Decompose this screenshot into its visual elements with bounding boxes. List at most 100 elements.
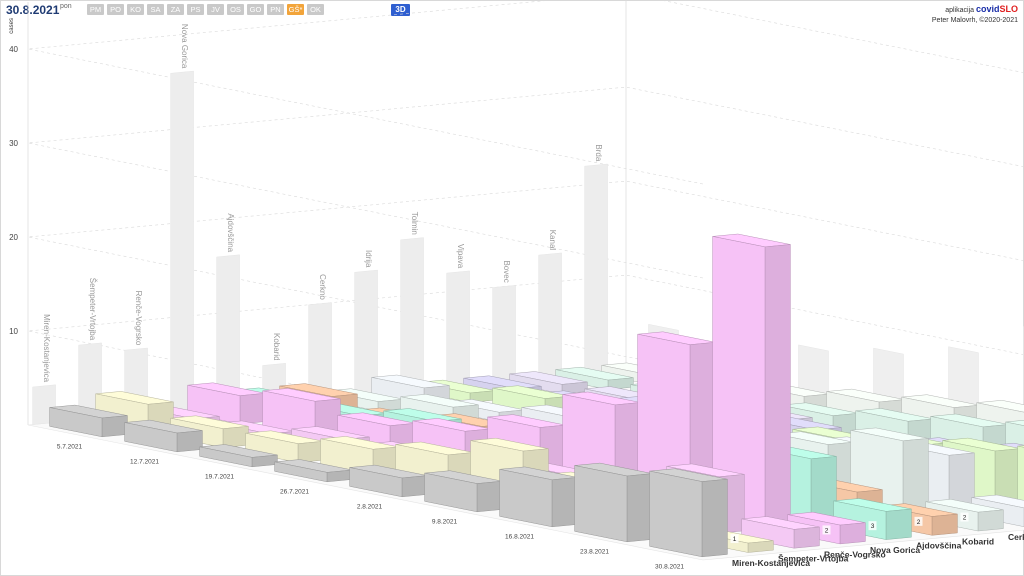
brand-block: aplikacija covidSLO Peter Malovrh, ©2020… (932, 4, 1018, 26)
value-label-bg (822, 525, 831, 535)
wall-region-label: Vipava (456, 244, 465, 269)
wall-total-bar (308, 302, 332, 400)
bar-ajdov-ina-8 (833, 498, 912, 540)
region-button-go[interactable]: GO (247, 4, 264, 15)
bar-miren-kostanjevica-6 (499, 466, 578, 528)
wall-region-label: Renče-Vogrsko (134, 291, 143, 346)
bar-top (1005, 420, 1024, 426)
bar-miren-kostanjevica-4 (349, 464, 428, 498)
value-label: 1 (733, 536, 737, 543)
wall-region-label: Brda (594, 144, 603, 161)
region-button-ko[interactable]: KO (127, 4, 144, 15)
x-tick-label: 12.7.2021 (130, 459, 159, 466)
value-label-bg (914, 516, 923, 526)
wall-region-label: Ajdovščina (226, 213, 235, 252)
bar-side (885, 508, 912, 540)
region-label: Renče-Vogrsko (824, 549, 886, 559)
x-tick-label: 9.8.2021 (432, 519, 458, 526)
y-tick-label: 30 (9, 139, 18, 148)
chart-bars (49, 233, 1024, 558)
x-tick-label: 19.7.2021 (205, 474, 234, 481)
wall-region-label: Bovec (502, 260, 511, 282)
value-label-bg (868, 521, 877, 531)
bar-side (764, 244, 791, 530)
region-button-po[interactable]: PO (107, 4, 124, 15)
bar-miren-kostanjevica-1 (124, 419, 203, 453)
bar-side (251, 454, 278, 468)
bar-miren-kostanjevica-8 (649, 468, 728, 558)
bar-side (626, 473, 653, 543)
bar-miren-kostanjevica-0 (49, 404, 128, 438)
region-button-pm[interactable]: PM (87, 4, 104, 15)
region-button-za[interactable]: ZA (167, 4, 184, 15)
wall-total-bar (584, 163, 608, 374)
bar-side (747, 540, 774, 553)
x-tick-label: 26.7.2021 (280, 489, 309, 496)
region-button-ok[interactable]: OK (307, 4, 324, 15)
brand-credit: Peter Malovrh, ©2020-2021 (931, 17, 1018, 24)
region-button-os[interactable]: OS (227, 4, 244, 15)
region-selector: PM PO KO SA ZA PS JV OS GO PN GŠ* OK (87, 4, 324, 15)
region-label: Miren-Kostanjevica (732, 558, 810, 568)
wall-total-bar (170, 70, 194, 412)
region-label: Ajdovščina (916, 541, 962, 551)
region-button-ps[interactable]: PS (187, 4, 204, 15)
y-tick-label: 20 (9, 233, 18, 242)
y-tick-label: 10 (9, 327, 18, 336)
brand-name-slo[interactable]: SLO (999, 4, 1018, 14)
bar-side (793, 526, 820, 549)
region-button-gs[interactable]: GŠ* (287, 4, 304, 15)
bar-side (176, 430, 203, 453)
bar-side (607, 377, 634, 390)
bar-miren-kostanjevica-5 (424, 470, 503, 513)
wall-total-bar (400, 237, 424, 391)
region-label: Nova Gorica (870, 545, 920, 555)
chart-gridline (27, 86, 1024, 279)
bar-side (931, 513, 958, 536)
x-tick-label: 16.8.2021 (505, 534, 534, 541)
x-tick-label: 23.8.2021 (580, 549, 609, 556)
value-label-bg (730, 534, 739, 544)
bar-kanal-0 (555, 366, 634, 390)
bar-ren-e-vogrsko-8 (741, 516, 820, 549)
region-button-jv[interactable]: JV (207, 4, 224, 15)
bar-front (574, 465, 628, 543)
wall-region-label: Nova Gorica (180, 24, 189, 69)
region-button-pn[interactable]: PN (267, 4, 284, 15)
region-button-sa[interactable]: SA (147, 4, 164, 15)
bar--empeter-vrtojba-2 (245, 430, 324, 463)
bar-nova-gorica-8 (787, 511, 866, 545)
x-tick-label: 5.7.2021 (57, 444, 83, 451)
bar-side (297, 441, 324, 463)
wall-region-label: Tolmin (410, 212, 419, 235)
value-label: 2 (963, 515, 967, 522)
bar-front (1017, 445, 1024, 514)
bar-side (551, 477, 578, 528)
bar-nova-gorica-0 (187, 382, 266, 425)
wall-total-bar (446, 270, 470, 387)
y-tick-label: 40 (9, 45, 18, 54)
brand-name-covid[interactable]: covid (975, 4, 1000, 14)
bar-side (701, 478, 728, 558)
region-label: Kobarid (962, 536, 994, 546)
wall-region-label: Šempeter-Vrtojba (88, 278, 97, 341)
bar-side (839, 522, 866, 545)
chart-gridline (27, 0, 1024, 185)
region-label: Šempeter-Vrtojba (778, 553, 849, 564)
bar-miren-kostanjevica-2 (199, 444, 278, 468)
region-label: Cerkno (1008, 532, 1024, 542)
wall-total-bar (538, 252, 562, 378)
wall-region-label: Miren-Kostanjevica (42, 314, 51, 383)
value-label: 2 (917, 519, 921, 526)
wall-total-bar (492, 285, 516, 382)
x-tick-label: 30.8.2021 (655, 564, 684, 571)
bar-side (977, 509, 1004, 532)
x-tick-label: 2.8.2021 (357, 504, 383, 511)
bar-side (401, 475, 428, 498)
bar-front (649, 470, 703, 558)
view-3d-button[interactable]: 3D (391, 4, 410, 16)
wall-region-label: Idrija (364, 250, 373, 268)
wall-total-bar (354, 269, 378, 395)
wall-region-label: Kobarid (272, 333, 281, 361)
